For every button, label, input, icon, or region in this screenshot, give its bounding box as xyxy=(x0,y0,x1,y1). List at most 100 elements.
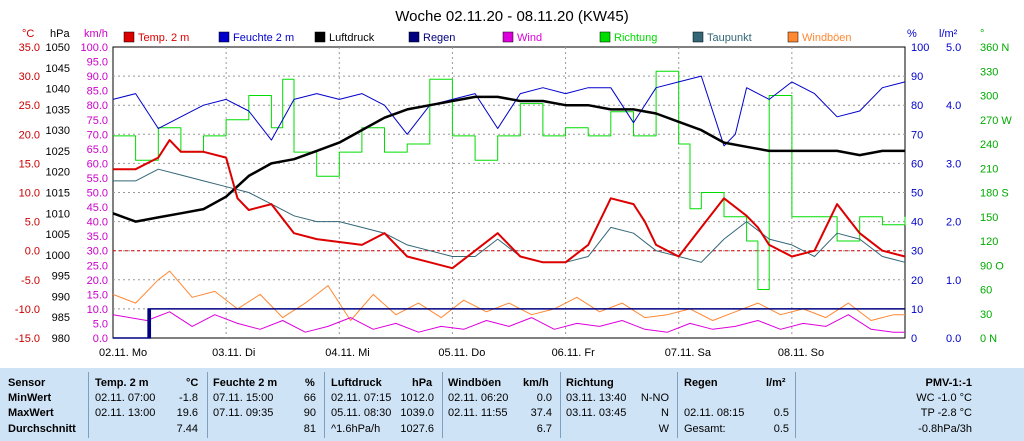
series-line-wind xyxy=(112,311,905,333)
right-axis-tick: 120 xyxy=(980,236,998,248)
right-axis-tick: 270 W xyxy=(980,115,1012,127)
stats-temp-max-time: 02.11. 13:00 xyxy=(95,407,156,419)
column-separator xyxy=(677,372,678,438)
left-axis-tick: 1010 xyxy=(46,208,70,220)
left-axis-tick: 85.0 xyxy=(87,86,108,98)
legend-label: Temp. 2 m xyxy=(138,32,189,44)
chart-title: Woche 02.11.20 - 08.11.20 (KW45) xyxy=(395,8,628,25)
left-axis-unit: °C xyxy=(22,28,34,40)
right-axis-tick: 60 xyxy=(980,285,992,297)
left-axis-tick: 15.0 xyxy=(87,289,108,301)
right-axis-tick: 360 N xyxy=(980,42,1009,54)
stats-rain-header: Regen xyxy=(684,377,718,389)
stats-gusts-max-value: 37.4 xyxy=(530,407,552,419)
left-axis-tick: 20.0 xyxy=(87,275,108,287)
legend-swatch xyxy=(314,31,326,43)
stats-pmv-pressure-trend: -0.8hPa/3h xyxy=(918,423,972,435)
stats-pressure-min-value: 1012.0 xyxy=(400,392,434,404)
right-axis-unit: % xyxy=(907,28,917,40)
left-axis-tick: 10.0 xyxy=(19,188,40,200)
weather-chart-svg: Woche 02.11.20 - 08.11.20 (KW45) 02.11. … xyxy=(15,8,1012,359)
left-axis-tick: 30.0 xyxy=(87,246,108,258)
left-axis-tick: 60.0 xyxy=(87,158,108,170)
series-line-richtung xyxy=(113,70,906,290)
left-axis-tick: 75.0 xyxy=(87,115,108,127)
stats-pressure-trend: ^1.6hPa/h xyxy=(331,423,381,435)
right-axis-tick: 330 xyxy=(980,66,998,78)
stats-row-label: MaxWert xyxy=(8,407,54,419)
stats-temp-max-value: 19.6 xyxy=(176,407,198,419)
right-axis-tick: 0.0 xyxy=(946,333,961,345)
stats-pmv-header: PMV-1:-1 xyxy=(925,377,972,389)
legend-swatch xyxy=(218,31,230,43)
stats-pressure-unit: hPa xyxy=(412,377,433,389)
stats-gusts-max-time: 02.11. 11:55 xyxy=(448,407,508,419)
right-axis-unit: l/m² xyxy=(939,28,958,40)
left-axis-tick: 995 xyxy=(52,271,70,283)
left-axis-tick: 25.0 xyxy=(87,260,108,272)
right-axis-tick: 70 xyxy=(911,129,923,141)
left-axis-tick: 40.0 xyxy=(87,217,108,229)
column-separator xyxy=(560,372,561,438)
left-axis-tick: 5.0 xyxy=(25,217,40,229)
legend-swatch xyxy=(502,31,514,43)
right-axis-tick: 80 xyxy=(911,100,923,112)
x-tick-label: 06.11. Fr xyxy=(552,347,596,359)
right-axis-tick: 30 xyxy=(980,309,992,321)
left-axis-tick: 95.0 xyxy=(87,57,108,69)
left-axis-tick: 0.0 xyxy=(25,246,40,258)
legend-label: Luftdruck xyxy=(329,32,375,44)
stats-humidity-max-value: 90 xyxy=(303,407,316,419)
right-axis-tick: 3.0 xyxy=(946,158,961,170)
right-axis-tick: 90 xyxy=(911,71,923,83)
right-axis-tick: 90 O xyxy=(980,260,1004,272)
left-axis-tick: 70.0 xyxy=(87,129,108,141)
right-axis-unit: ° xyxy=(980,28,984,40)
left-axis-unit: km/h xyxy=(84,28,108,40)
stats-direction-max-value: N xyxy=(661,407,669,419)
legend-label: Feuchte 2 m xyxy=(233,32,294,44)
stats-humidity-avg-value: 81 xyxy=(303,423,316,435)
left-axis-tick: 980 xyxy=(52,333,70,345)
left-axis-tick: 990 xyxy=(52,291,70,303)
stats-pmv-windchill: WC -1.0 °C xyxy=(916,392,972,404)
stats-pressure-max-time: 05.11. 08:30 xyxy=(331,407,392,419)
stats-gusts-min-time: 02.11. 06:20 xyxy=(448,392,509,404)
right-axis-tick: 0 N xyxy=(980,333,997,345)
x-tick-label: 07.11. Sa xyxy=(665,347,712,359)
stats-direction-avg-value: W xyxy=(658,423,669,435)
series-line-temp-2-m xyxy=(113,139,906,270)
left-axis-tick: 35.0 xyxy=(87,231,108,243)
stats-rain-unit: l/m² xyxy=(766,377,786,389)
stats-pmv-dewpoint: TP -2.8 °C xyxy=(920,407,972,419)
left-axis-tick: 1015 xyxy=(46,188,70,200)
legend-swatch xyxy=(692,31,704,43)
left-axis-tick: 10.0 xyxy=(87,304,108,316)
legend-label: Taupunkt xyxy=(707,32,752,44)
right-axis-tick: 2.0 xyxy=(946,217,961,229)
stats-humidity-max-time: 07.11. 09:35 xyxy=(213,407,274,419)
legend-swatch xyxy=(123,31,135,43)
series-line-regen xyxy=(113,308,905,339)
legend-swatch xyxy=(408,31,420,43)
stats-humidity-min-value: 66 xyxy=(303,392,316,404)
column-separator xyxy=(442,372,443,438)
left-axis-tick: 55.0 xyxy=(87,173,108,185)
stats-rain-max-value: 0.5 xyxy=(773,407,789,419)
column-separator xyxy=(795,372,796,438)
left-axis-tick: 1035 xyxy=(46,104,70,116)
stats-temp-header: Temp. 2 m xyxy=(95,377,149,389)
left-axis-tick: 45.0 xyxy=(87,202,108,214)
x-tick-label: 08.11. So xyxy=(778,347,824,359)
x-tick-label: 05.11. Do xyxy=(438,347,485,359)
right-axis-tick: 240 xyxy=(980,139,998,151)
stats-direction-max-time: 03.11. 03:45 xyxy=(566,407,627,419)
left-axis-tick: 1045 xyxy=(46,63,70,75)
right-axis-tick: 40 xyxy=(911,217,923,229)
right-axis-tick: 100 xyxy=(911,42,929,54)
left-axis-tick: 1000 xyxy=(46,250,70,262)
left-axis-tick: 65.0 xyxy=(87,144,108,156)
stats-temp-unit: °C xyxy=(186,377,199,389)
stats-gusts-unit: km/h xyxy=(523,377,549,389)
right-axis-tick: 4.0 xyxy=(946,100,961,112)
